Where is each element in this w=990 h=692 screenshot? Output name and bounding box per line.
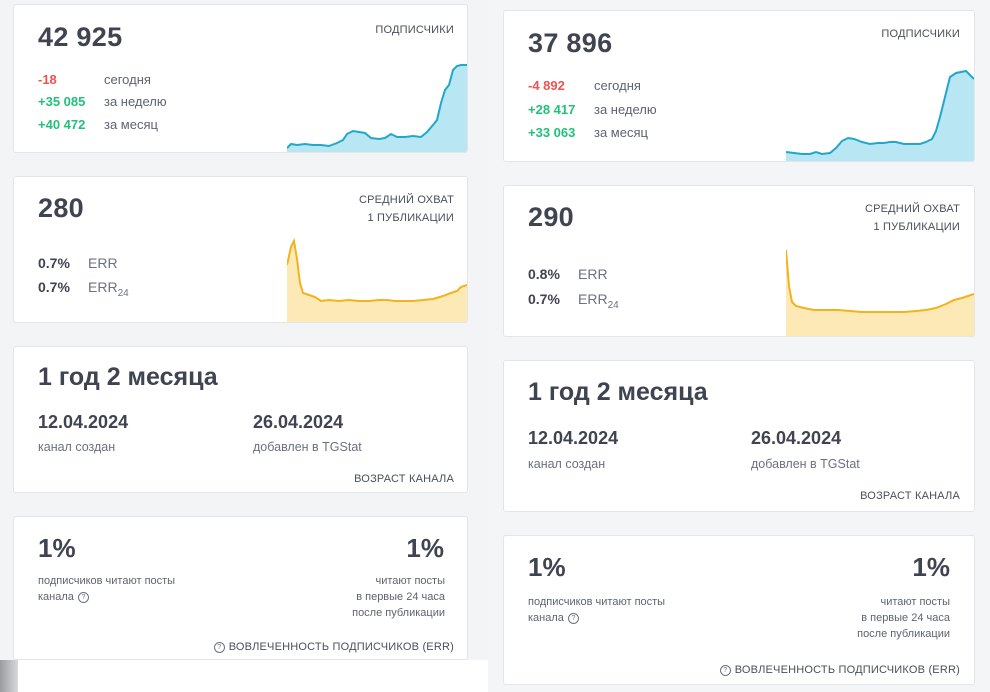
reach-caption: СРЕДНИЙ ОХВАТ 1 ПУБЛИКАЦИИ: [865, 200, 960, 236]
stat-row-month: +40 472 за месяц: [38, 117, 158, 133]
subscribers-card[interactable]: 37 896 ПОДПИСЧИКИ -4 892 сегодня +28 417…: [503, 10, 975, 162]
stat-value: -4 892: [528, 78, 565, 93]
added-date: 26.04.2024: [253, 412, 344, 432]
stat-row-today: -18 сегодня: [38, 72, 151, 88]
engagement-left-desc: подписчиков читают посты канала?: [528, 596, 666, 624]
err24-value: 0.7%: [38, 279, 70, 295]
subscribers-sparkline-line: [287, 64, 467, 149]
reach-card[interactable]: 290 СРЕДНИЙ ОХВАТ 1 ПУБЛИКАЦИИ 0.8% ERR …: [503, 185, 975, 337]
stat-label: за неделю: [594, 102, 657, 117]
stat-value: +40 472: [38, 117, 86, 132]
reach-count: 280: [38, 193, 84, 223]
subscribers-count: 37 896: [528, 28, 613, 58]
created-date: 12.04.2024: [38, 412, 129, 432]
err-row: 0.8% ERR: [528, 266, 608, 282]
err-value: 0.7%: [38, 255, 70, 271]
reach-sparkline: [287, 237, 467, 322]
err24-row: 0.7% ERR24: [528, 291, 619, 311]
channel-age-card[interactable]: 1 год 2 месяца 12.04.2024 канал создан 2…: [503, 360, 975, 512]
reach-sparkline-line: [287, 237, 467, 303]
scroll-edge: [0, 660, 18, 692]
stat-value: +35 085: [38, 94, 86, 109]
reach-sparkline-line: [786, 249, 974, 313]
channel-age-title: 1 год 2 месяца: [528, 378, 708, 406]
subscribers-sparkline: [786, 69, 974, 161]
err24-label: ERR24: [88, 279, 129, 299]
reach-count: 290: [528, 202, 574, 232]
engagement-right-desc: читают посты в первые 24 часа после публ…: [857, 596, 950, 640]
channel-age-title: 1 год 2 месяца: [38, 363, 218, 391]
stat-label: за неделю: [104, 94, 167, 109]
engagement-left-desc: подписчиков читают посты канала?: [38, 575, 176, 603]
reach-caption-line2: 1 ПУБЛИКАЦИИ: [873, 221, 960, 233]
subscribers-sparkline-line: [786, 69, 974, 156]
stat-row-week: +35 085 за неделю: [38, 94, 167, 110]
reach-caption: СРЕДНИЙ ОХВАТ 1 ПУБЛИКАЦИИ: [359, 191, 454, 227]
channel-age-caption: ВОЗРАСТ КАНАЛА: [860, 490, 960, 502]
created-label: канал создан: [528, 457, 606, 471]
engagement-card[interactable]: 1% подписчиков читают посты канала? 1% ч…: [13, 516, 468, 660]
err24-label: ERR24: [578, 291, 619, 311]
engagement-caption: ? ВОВЛЕЧЕННОСТЬ ПОДПИСЧИКОВ (ERR): [719, 661, 960, 679]
help-icon[interactable]: ?: [719, 664, 731, 676]
right-column: 37 896 ПОДПИСЧИКИ -4 892 сегодня +28 417…: [488, 0, 990, 692]
subscribers-caption: ПОДПИСЧИКИ: [881, 28, 960, 40]
err-label: ERR: [88, 255, 118, 271]
left-column: 42 925 ПОДПИСЧИКИ -18 сегодня +35 085 за…: [0, 0, 488, 692]
added-date: 26.04.2024: [751, 428, 842, 448]
stat-value: +33 063: [528, 125, 576, 140]
stat-row-today: -4 892 сегодня: [528, 78, 641, 94]
reach-caption-line2: 1 ПУБЛИКАЦИИ: [367, 212, 454, 224]
created-date: 12.04.2024: [528, 428, 619, 448]
err24-value: 0.7%: [528, 291, 560, 307]
added-label: добавлен в TGStat: [253, 440, 362, 454]
help-icon[interactable]: ?: [213, 641, 225, 653]
subscribers-sparkline-area: [786, 71, 974, 161]
reach-caption-line1: СРЕДНИЙ ОХВАТ: [864, 203, 960, 215]
subscribers-sparkline: [287, 64, 467, 152]
subscribers-sparkline-area: [287, 65, 467, 152]
stat-label: сегодня: [594, 78, 641, 93]
help-icon[interactable]: ?: [77, 591, 89, 603]
created-label: канал создан: [38, 440, 116, 454]
stat-row-month: +33 063 за месяц: [528, 125, 648, 141]
help-icon[interactable]: ?: [567, 612, 579, 624]
added-label: добавлен в TGStat: [751, 457, 860, 471]
err24-row: 0.7% ERR24: [38, 279, 129, 299]
reach-caption-line1: СРЕДНИЙ ОХВАТ: [358, 194, 454, 206]
bottom-strip: [18, 660, 488, 692]
stat-label: за месяц: [594, 125, 648, 140]
subscribers-card[interactable]: 42 925 ПОДПИСЧИКИ -18 сегодня +35 085 за…: [13, 4, 468, 153]
stat-value: +28 417: [528, 102, 576, 117]
reach-card[interactable]: 280 СРЕДНИЙ ОХВАТ 1 ПУБЛИКАЦИИ 0.7% ERR …: [13, 176, 468, 323]
channel-age-caption: ВОЗРАСТ КАНАЛА: [354, 473, 454, 485]
subscribers-caption: ПОДПИСЧИКИ: [375, 24, 454, 36]
engagement-right-desc: читают посты в первые 24 часа после публ…: [352, 575, 445, 619]
engagement-left-pct: 1%: [38, 533, 76, 563]
engagement-right-pct: 1%: [912, 552, 950, 582]
stat-row-week: +28 417 за неделю: [528, 102, 657, 118]
subscribers-count: 42 925: [38, 22, 123, 52]
channel-age-card[interactable]: 1 год 2 месяца 12.04.2024 канал создан 2…: [13, 346, 468, 493]
engagement-left-pct: 1%: [528, 552, 566, 582]
stat-label: сегодня: [104, 72, 151, 87]
engagement-card[interactable]: 1% подписчиков читают посты канала? 1% ч…: [503, 535, 975, 685]
stat-label: за месяц: [104, 117, 158, 132]
reach-sparkline: [786, 249, 974, 336]
stat-value: -18: [38, 72, 57, 87]
engagement-right-pct: 1%: [406, 533, 444, 563]
engagement-caption: ? ВОВЛЕЧЕННОСТЬ ПОДПИСЧИКОВ (ERR): [213, 638, 454, 656]
err-label: ERR: [578, 266, 608, 282]
err-value: 0.8%: [528, 266, 560, 282]
err-row: 0.7% ERR: [38, 255, 118, 271]
reach-sparkline-area: [786, 250, 974, 336]
reach-sparkline-area: [287, 241, 467, 322]
